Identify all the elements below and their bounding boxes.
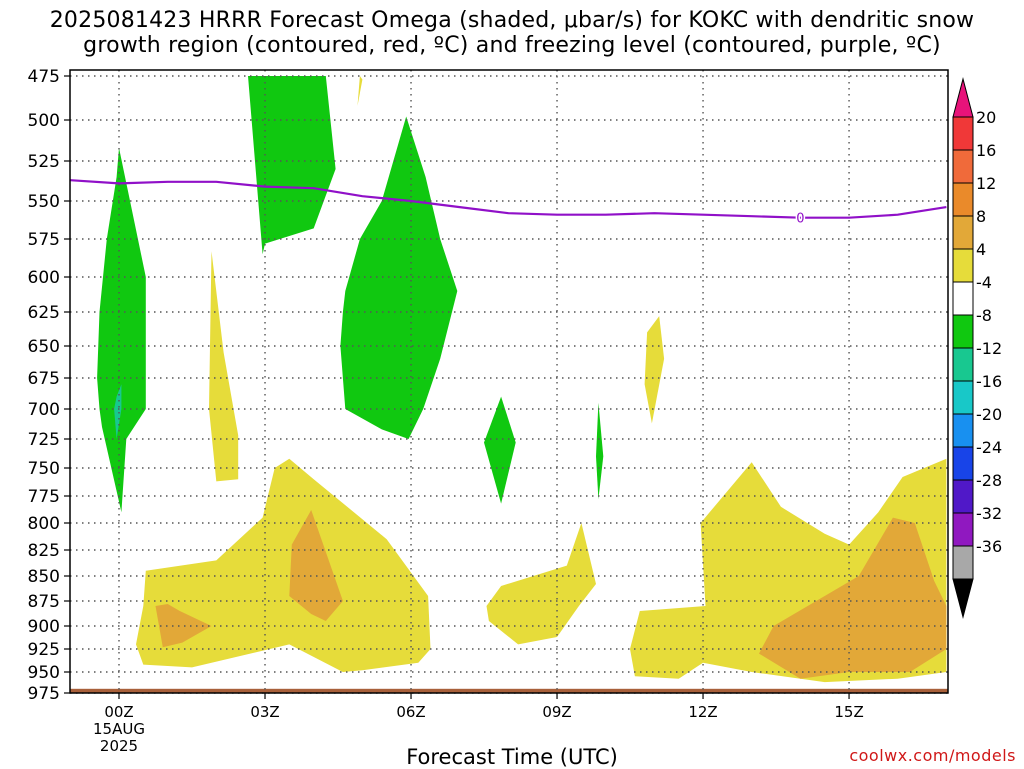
- colorbar-segment-11: [952, 446, 974, 481]
- x-axis-label: Forecast Time (UTC): [406, 745, 618, 769]
- x-tick-label-09Z: 09Z: [542, 703, 571, 721]
- y-tick-label-725: 725: [28, 430, 60, 450]
- y-tick-label-825: 825: [28, 541, 60, 561]
- colorbar-label-6: -8: [976, 306, 992, 325]
- omega-region-1: [114, 384, 122, 439]
- omega-region-12: [155, 604, 212, 648]
- chart-title-line-2: growth region (contoured, red, ºC) and f…: [83, 33, 941, 58]
- y-tick-label-975: 975: [28, 684, 60, 704]
- omega-region-7: [357, 76, 363, 106]
- colorbar-segment-9: [952, 380, 974, 415]
- chart-title: 2025081423 HRRR Forecast Omega (shaded, …: [0, 8, 1024, 58]
- y-tick-label-575: 575: [28, 230, 60, 250]
- x-tick-label-15Z: 15Z: [834, 703, 863, 721]
- x-tick-sublabel-0: 15AUG: [93, 720, 145, 738]
- freezing-level-layer: 0: [70, 179, 947, 228]
- x-tick-label-06Z: 06Z: [396, 703, 425, 721]
- x-tick-sublabel-1: 2025: [100, 737, 138, 755]
- y-tick-label-800: 800: [28, 514, 60, 534]
- colorbar-segment-10: [952, 413, 974, 448]
- colorbar-label-0: 20: [976, 108, 996, 127]
- omega-region-9: [136, 458, 431, 672]
- colorbar-top-arrow: [952, 77, 974, 118]
- colorbar-label-10: -24: [976, 438, 1002, 457]
- colorbar-segment-2: [952, 149, 974, 184]
- omega-region-3: [340, 116, 458, 439]
- colorbar-label-11: -28: [976, 471, 1002, 490]
- x-tick-label-03Z: 03Z: [250, 703, 279, 721]
- colorbar-label-4: 4: [976, 240, 986, 259]
- colorbar-segment-12: [952, 479, 974, 514]
- freezing-level-label: 0: [796, 212, 804, 227]
- plot-frame: [69, 69, 949, 694]
- axes-layer: 475 500 525 550 575 600 625 650 675 700 725 750 775 8…: [28, 67, 949, 755]
- ground-strip: [70, 688, 948, 693]
- colorbar-label-2: 12: [976, 174, 996, 193]
- y-tick-label-500: 500: [28, 111, 60, 131]
- freezing-level-line: [70, 179, 947, 219]
- omega-region-5: [596, 402, 604, 500]
- y-tick-label-850: 850: [28, 567, 60, 587]
- colorbar-segment-3: [952, 182, 974, 217]
- y-tick-label-925: 925: [28, 640, 60, 660]
- y-tick-label-750: 750: [28, 459, 60, 479]
- colorbar-segment-1: [952, 116, 974, 151]
- omega-region-10: [486, 523, 596, 645]
- colorbar-segment-8: [952, 347, 974, 382]
- colorbar-segment-5: [952, 248, 974, 283]
- chart-title-line-1: 2025081423 HRRR Forecast Omega (shaded, …: [49, 8, 975, 33]
- colorbar-segment-6: [952, 281, 974, 316]
- omega-region-4: [484, 396, 516, 504]
- colorbar-label-1: 16: [976, 141, 996, 160]
- omega-region-6: [209, 251, 239, 482]
- y-tick-label-600: 600: [28, 268, 60, 288]
- omega-region-14: [759, 517, 947, 679]
- colorbar-label-7: -12: [976, 339, 1002, 358]
- colorbar-segment-14: [952, 545, 974, 580]
- y-tick-label-525: 525: [28, 152, 60, 172]
- omega-shading-layer: [70, 76, 948, 693]
- colorbar-segment-4: [952, 215, 974, 250]
- colorbar-label-12: -32: [976, 504, 1002, 523]
- x-tick-label-12Z: 12Z: [688, 703, 717, 721]
- colorbar-label-5: -4: [976, 273, 992, 292]
- colorbar-label-13: -36: [976, 537, 1002, 556]
- y-tick-label-650: 650: [28, 337, 60, 357]
- y-tick-label-675: 675: [28, 369, 60, 389]
- colorbar-segment-13: [952, 512, 974, 547]
- colorbar-label-3: 8: [976, 207, 986, 226]
- omega-region-2: [248, 76, 336, 255]
- y-tick-label-775: 775: [28, 487, 60, 507]
- omega-region-8: [644, 316, 665, 424]
- colorbar-bottom-arrow: [952, 578, 974, 619]
- x-tick-label-00Z: 00Z: [104, 703, 133, 721]
- grid-layer: [70, 70, 948, 694]
- y-tick-label-550: 550: [28, 192, 60, 212]
- y-tick-label-950: 950: [28, 663, 60, 683]
- colorbar-label-9: -20: [976, 405, 1002, 424]
- y-tick-label-625: 625: [28, 303, 60, 323]
- colorbar: 20 16 12 8 4 -4 -8 -12 -16 -20 -24 -28 -32 -36: [952, 77, 1002, 619]
- omega-region-0: [97, 147, 146, 513]
- y-tick-label-700: 700: [28, 400, 60, 420]
- colorbar-segment-7: [952, 314, 974, 349]
- colorbar-label-8: -16: [976, 372, 1002, 391]
- omega-region-13: [289, 510, 343, 621]
- credit-link[interactable]: coolwx.com/models: [849, 746, 1016, 765]
- y-tick-label-900: 900: [28, 617, 60, 637]
- y-tick-label-475: 475: [28, 67, 60, 87]
- y-tick-label-875: 875: [28, 592, 60, 612]
